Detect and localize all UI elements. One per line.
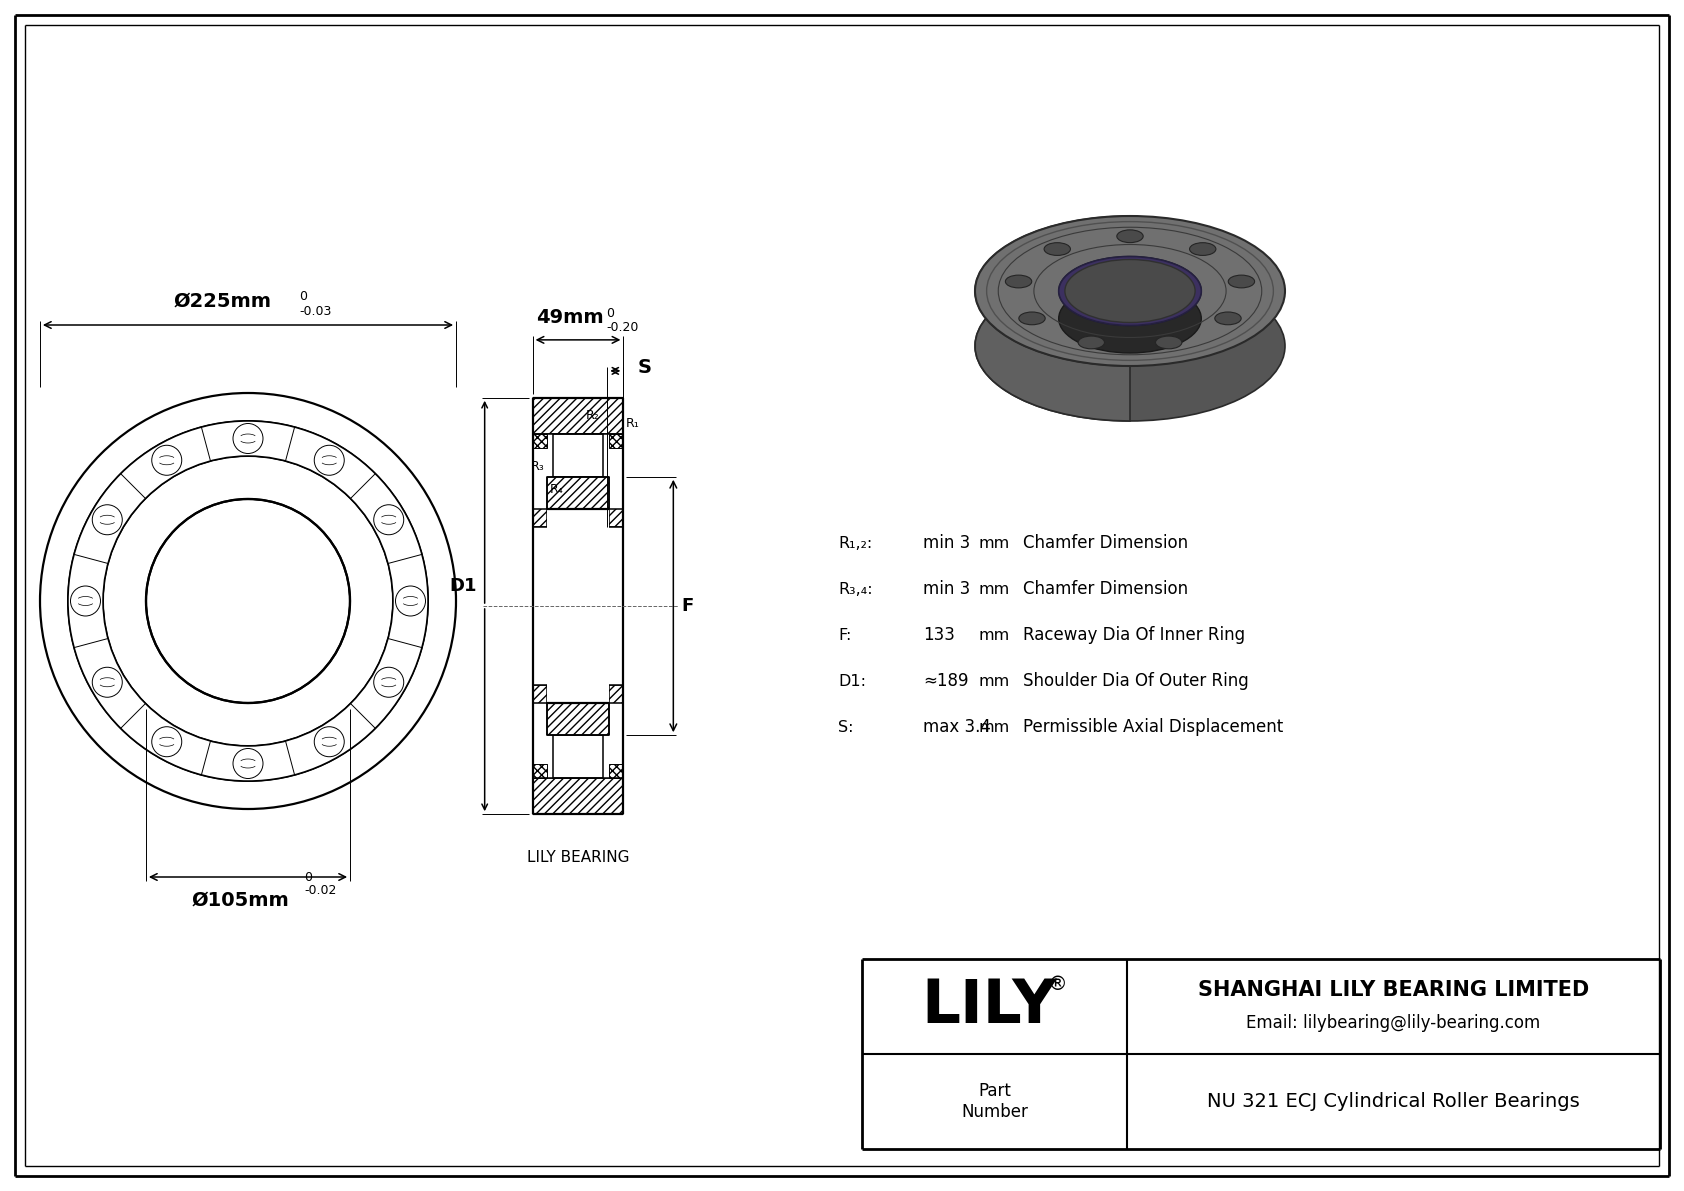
Text: S:: S:	[839, 719, 854, 735]
Text: 133: 133	[923, 626, 955, 644]
Ellipse shape	[1155, 336, 1182, 349]
Text: 0: 0	[305, 871, 312, 884]
Text: Chamfer Dimension: Chamfer Dimension	[1022, 534, 1189, 551]
Circle shape	[152, 727, 182, 756]
Bar	[532, 398, 623, 815]
Bar	[552, 434, 603, 476]
Circle shape	[374, 505, 404, 535]
Text: R₁,₂:: R₁,₂:	[839, 536, 872, 550]
Text: NU 321 ECJ Cylindrical Roller Bearings: NU 321 ECJ Cylindrical Roller Bearings	[1207, 1092, 1580, 1111]
Text: R₃: R₃	[530, 460, 544, 473]
Circle shape	[232, 748, 263, 779]
Bar	[610, 765, 623, 778]
Ellipse shape	[1064, 260, 1196, 323]
Ellipse shape	[1189, 243, 1216, 255]
Bar	[610, 685, 623, 703]
Text: -0.20: -0.20	[606, 320, 638, 333]
Text: Email: lilybearing@lily-bearing.com: Email: lilybearing@lily-bearing.com	[1246, 1014, 1541, 1031]
Bar	[532, 778, 623, 815]
Text: Ø105mm: Ø105mm	[190, 891, 290, 910]
Text: Part
Number: Part Number	[962, 1083, 1027, 1121]
Ellipse shape	[1078, 336, 1105, 349]
Text: mm: mm	[978, 536, 1009, 550]
Ellipse shape	[1228, 275, 1255, 288]
Bar	[547, 703, 610, 735]
Text: F:: F:	[839, 628, 852, 642]
Text: mm: mm	[978, 719, 1009, 735]
Text: R₁: R₁	[625, 417, 638, 430]
Text: Chamfer Dimension: Chamfer Dimension	[1022, 580, 1189, 598]
Text: mm: mm	[978, 581, 1009, 597]
Circle shape	[315, 445, 344, 475]
Ellipse shape	[1214, 312, 1241, 325]
Text: max 3.4: max 3.4	[923, 718, 990, 736]
Circle shape	[152, 445, 182, 475]
Ellipse shape	[1044, 243, 1071, 255]
Ellipse shape	[1116, 230, 1143, 243]
Text: -0.03: -0.03	[300, 305, 332, 318]
Text: SHANGHAI LILY BEARING LIMITED: SHANGHAI LILY BEARING LIMITED	[1197, 980, 1590, 1000]
Text: -0.02: -0.02	[305, 884, 337, 897]
Bar	[532, 526, 547, 685]
Text: R₃,₄:: R₃,₄:	[839, 581, 872, 597]
Text: Ø225mm: Ø225mm	[173, 292, 273, 311]
Polygon shape	[1059, 256, 1201, 325]
Ellipse shape	[975, 272, 1285, 420]
Bar	[547, 509, 610, 703]
Polygon shape	[975, 216, 1130, 420]
Circle shape	[71, 586, 101, 616]
Bar	[532, 735, 623, 778]
Text: LILY: LILY	[921, 977, 1058, 1036]
Text: F: F	[682, 597, 694, 615]
Bar	[610, 509, 623, 526]
Bar	[532, 398, 623, 434]
Circle shape	[147, 499, 350, 703]
Bar	[532, 434, 623, 476]
Text: S: S	[637, 358, 652, 378]
Ellipse shape	[1019, 312, 1046, 325]
Text: ≈189: ≈189	[923, 672, 968, 690]
Text: R₂: R₂	[586, 409, 600, 422]
Text: 49mm: 49mm	[536, 308, 605, 326]
Bar	[532, 685, 547, 703]
Text: LILY BEARING: LILY BEARING	[527, 850, 630, 865]
Text: min 3: min 3	[923, 534, 970, 551]
Text: ®: ®	[1047, 975, 1068, 994]
Text: Raceway Dia Of Inner Ring: Raceway Dia Of Inner Ring	[1022, 626, 1244, 644]
Bar	[532, 434, 547, 448]
Circle shape	[93, 667, 123, 697]
Ellipse shape	[1059, 256, 1201, 325]
Ellipse shape	[1059, 283, 1201, 353]
Circle shape	[396, 586, 426, 616]
Bar	[610, 526, 623, 685]
Text: Permissible Axial Displacement: Permissible Axial Displacement	[1022, 718, 1283, 736]
Text: 0: 0	[300, 289, 306, 303]
Text: D1:: D1:	[839, 673, 866, 688]
Circle shape	[232, 424, 263, 454]
Bar	[532, 509, 547, 526]
Circle shape	[93, 505, 123, 535]
Bar	[610, 434, 623, 448]
Text: D1: D1	[450, 576, 477, 596]
Circle shape	[374, 667, 404, 697]
Text: mm: mm	[978, 673, 1009, 688]
Text: R₄: R₄	[549, 482, 564, 495]
Text: 0: 0	[606, 307, 615, 320]
Text: min 3: min 3	[923, 580, 970, 598]
Ellipse shape	[1005, 275, 1032, 288]
Bar	[547, 476, 610, 509]
Bar	[552, 735, 603, 778]
Bar	[532, 765, 547, 778]
Circle shape	[315, 727, 344, 756]
Text: Shoulder Dia Of Outer Ring: Shoulder Dia Of Outer Ring	[1022, 672, 1250, 690]
Ellipse shape	[975, 216, 1285, 366]
Text: mm: mm	[978, 628, 1009, 642]
